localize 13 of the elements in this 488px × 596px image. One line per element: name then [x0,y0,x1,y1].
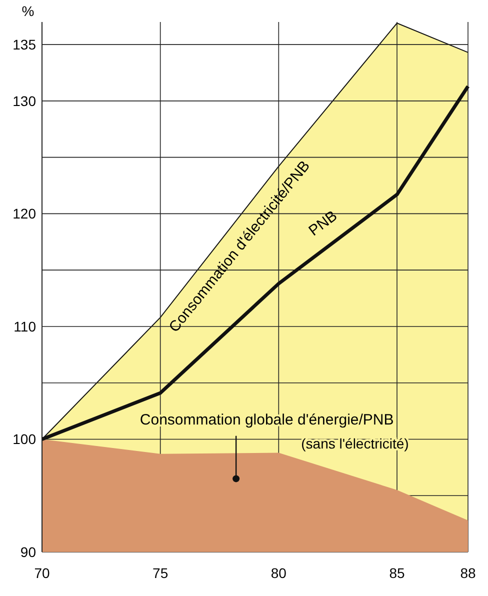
x-tick-label: 70 [34,565,50,581]
x-tick-label: 85 [389,565,405,581]
y-tick-label: 130 [12,92,36,109]
y-tick-label: 135 [12,36,36,52]
y-tick-label: 100 [12,431,36,448]
y-tick-label: 110 [14,318,36,334]
x-tick-label: 88 [460,565,476,581]
y-tick-label: 120 [12,206,36,222]
text: PNB [306,207,341,240]
x-tick-label: 80 [270,565,287,581]
y-axis-title: % [22,3,34,19]
x-tick-label: 75 [152,565,168,581]
y-tick-label: 90 [20,544,36,560]
